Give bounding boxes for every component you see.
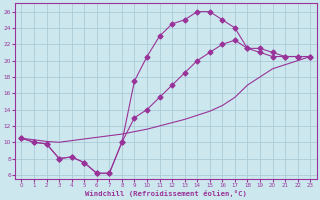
- X-axis label: Windchill (Refroidissement éolien,°C): Windchill (Refroidissement éolien,°C): [85, 190, 247, 197]
